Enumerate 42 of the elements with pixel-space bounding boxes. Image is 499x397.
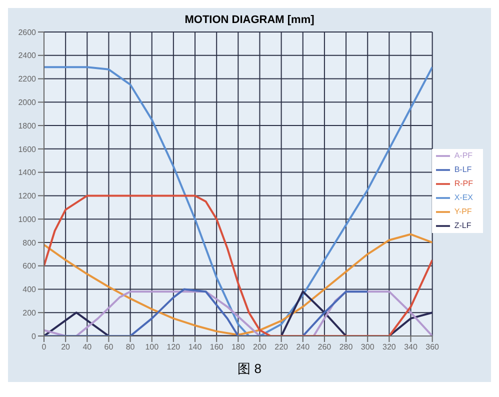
legend-label: A-PF [454,151,473,160]
legend-label: Y-PF [454,207,472,216]
y-tick-label: 400 [22,285,37,294]
x-tick-label: 360 [426,342,440,352]
legend-label: R-PF [454,179,473,188]
x-tick-label: 280 [339,342,354,352]
y-tick-label: 200 [22,308,37,318]
x-tick-label: 260 [318,342,332,352]
caption: 图 8 [236,360,262,378]
x-tick-label: 160 [210,342,224,352]
x-tick-label: 120 [166,342,181,352]
y-tick-label: 2400 [18,51,37,60]
y-tick-label: 2000 [18,98,37,107]
y-tick-label: 800 [22,238,37,248]
x-tick-label: 200 [253,342,267,352]
x-tick-label: 100 [145,342,160,352]
line-series [44,288,369,336]
legend-label: X-EX [454,193,473,202]
x-tick-label: 40 [82,342,92,352]
x-tick-label: 140 [188,342,202,352]
x-tick-label: 300 [360,342,375,352]
y-tick-label: 600 [22,262,37,271]
y-tick-label: 1600 [18,144,37,154]
x-tick-label: 240 [296,342,310,352]
y-tick-label: 1400 [18,168,37,178]
x-tick-label: 20 [61,342,71,352]
y-tick-label: 0 [32,332,37,341]
x-tick-label: 220 [274,342,289,352]
y-tick-label: 1200 [18,192,37,201]
x-tick-label: 320 [382,342,396,352]
x-tick-label: 80 [126,342,136,352]
y-tick-label: 1000 [18,214,37,224]
legend-label: B-LF [454,165,472,174]
x-tick-label: 340 [404,342,418,352]
x-tick-label: 180 [231,342,246,352]
x-tick-label: 0 [42,342,47,352]
y-tick-label: 1800 [18,121,37,130]
y-tick-label: 2200 [18,74,37,84]
legend-label: Z-LF [454,221,472,230]
x-tick-label: 60 [104,342,114,352]
y-tick-label: 2600 [18,28,37,37]
chart-title: MOTION DIAGRAM [mm] [184,13,316,26]
